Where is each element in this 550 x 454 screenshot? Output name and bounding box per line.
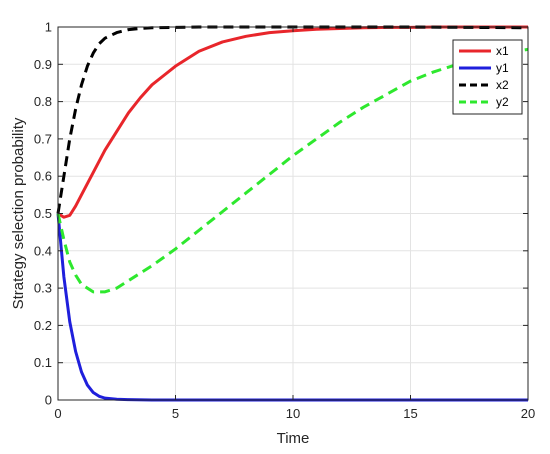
y-tick-label: 0.6 xyxy=(34,169,52,184)
y-axis-label: Strategy selection probability xyxy=(10,117,27,309)
x-tick-label: 15 xyxy=(403,406,417,421)
series-line-y2 xyxy=(56,47,529,294)
y-tick-label: 0.1 xyxy=(34,355,52,370)
y-tick-label: 0.4 xyxy=(34,243,52,258)
legend-label-y1: y1 xyxy=(496,61,509,75)
y-tick-label: 1 xyxy=(45,20,52,35)
y-tick-label: 0 xyxy=(45,393,52,408)
y-tick-label: 0.8 xyxy=(34,94,52,109)
x-tick-label: 0 xyxy=(54,406,61,421)
legend-label-x2: x2 xyxy=(496,78,509,92)
legend: x1 y1 x2 y2 xyxy=(452,39,523,115)
legend-label-x1: x1 xyxy=(496,44,509,58)
y-tick-label: 0.5 xyxy=(34,206,52,221)
legend-label-y2: y2 xyxy=(496,95,509,109)
axis-ticks: 0 5 10 15 20 0 0.1 0.2 0.3 0.4 0.5 0.6 0.7 0.8 0.9 1 xyxy=(34,20,535,422)
y-tick-label: 0.7 xyxy=(34,131,52,146)
y-tick-label: 0.2 xyxy=(34,318,52,333)
x-tick-label: 10 xyxy=(286,406,300,421)
x-axis-label: Time xyxy=(277,430,310,447)
x-tick-label: 5 xyxy=(172,406,179,421)
y-tick-label: 0.3 xyxy=(34,281,52,296)
x-tick-label: 20 xyxy=(521,406,535,421)
y-tick-label: 0.9 xyxy=(34,57,52,72)
